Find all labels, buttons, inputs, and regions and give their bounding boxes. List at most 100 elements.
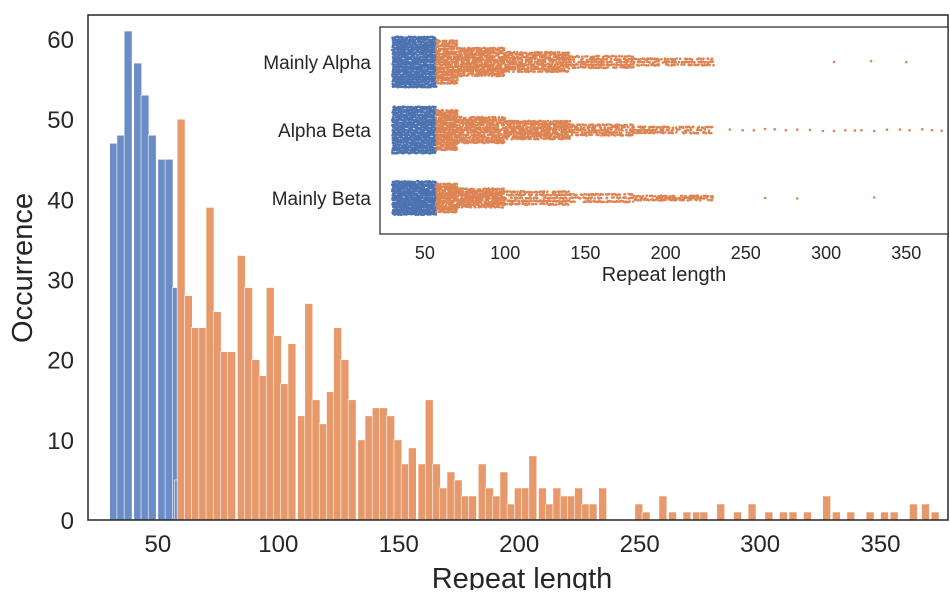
swarm-point xyxy=(565,61,568,64)
histogram-bar xyxy=(304,303,314,521)
swarm-point xyxy=(653,125,656,129)
swarm-point xyxy=(392,67,395,71)
swarm-point xyxy=(437,79,440,82)
swarm-point xyxy=(395,146,399,150)
swarm-point xyxy=(455,116,459,119)
histogram-bar xyxy=(581,503,591,521)
histogram-bar xyxy=(364,415,374,521)
swarm-point xyxy=(595,66,599,70)
swarm-point xyxy=(419,58,422,62)
swarm-point xyxy=(640,128,643,132)
swarm-point xyxy=(483,67,486,71)
swarm-point xyxy=(420,52,423,56)
histogram-bar xyxy=(140,94,150,521)
swarm-point xyxy=(613,134,616,137)
swarm-point xyxy=(404,51,408,54)
swarm-point xyxy=(680,63,683,66)
swarm-point xyxy=(540,122,544,126)
swarm-point xyxy=(478,140,481,144)
swarm-point xyxy=(411,43,415,46)
swarm-point xyxy=(393,48,396,52)
histogram-bar xyxy=(453,479,463,521)
swarm-point xyxy=(533,70,536,73)
swarm-point xyxy=(410,38,413,42)
swarm-point xyxy=(399,121,402,125)
swarm-point xyxy=(400,70,403,73)
swarm-point xyxy=(533,58,537,61)
swarm-point xyxy=(695,63,699,67)
swarm-point xyxy=(461,126,464,129)
swarm-point xyxy=(505,137,509,141)
swarm-point xyxy=(440,68,443,71)
histogram-bar xyxy=(499,471,509,521)
swarm-point xyxy=(527,122,531,125)
swarm-point xyxy=(620,124,623,127)
swarm-point xyxy=(524,67,527,71)
swarm-point xyxy=(457,64,460,68)
histogram-bar xyxy=(468,495,477,521)
swarm-point xyxy=(687,60,691,64)
swarm-point xyxy=(581,55,584,58)
swarm-point xyxy=(568,119,572,123)
swarm-point xyxy=(459,51,463,55)
histogram-bar xyxy=(477,463,487,521)
swarm-point xyxy=(452,125,456,129)
swarm-point xyxy=(415,56,419,59)
main-y-axis-label: Occurrence xyxy=(7,193,39,343)
swarm-point xyxy=(578,123,582,126)
swarm-point xyxy=(584,128,587,132)
histogram-bar xyxy=(439,487,448,521)
histogram-bar xyxy=(699,511,709,521)
swarm-point xyxy=(898,128,902,131)
swarm-point xyxy=(461,124,465,127)
swarm-point xyxy=(440,52,443,56)
swarm-point xyxy=(697,57,701,60)
swarm-point xyxy=(638,58,642,61)
swarm-point xyxy=(402,75,405,79)
swarm-point xyxy=(411,180,414,184)
swarm-point xyxy=(409,52,412,56)
swarm-point xyxy=(509,65,512,69)
swarm-point xyxy=(439,82,443,85)
swarm-point xyxy=(523,134,526,138)
swarm-point xyxy=(671,131,674,135)
swarm-point xyxy=(494,118,498,122)
swarm-point xyxy=(623,60,626,64)
swarm-point xyxy=(530,65,533,69)
main-y-tick-label: 50 xyxy=(47,107,74,134)
swarm-point xyxy=(397,75,400,79)
swarm-point xyxy=(602,63,606,67)
swarm-point xyxy=(469,141,473,144)
swarm-point xyxy=(643,125,647,128)
swarm-point xyxy=(473,136,476,139)
swarm-point xyxy=(595,129,599,132)
swarm-point xyxy=(480,47,483,50)
histogram-bar xyxy=(379,407,388,521)
swarm-point xyxy=(412,48,415,52)
swarm-point xyxy=(579,60,583,64)
swarm-point xyxy=(690,58,694,61)
swarm-point xyxy=(418,138,421,141)
swarm-point xyxy=(520,70,524,74)
histogram-bar xyxy=(832,511,841,521)
swarm-point xyxy=(522,64,526,68)
swarm-point xyxy=(405,141,409,144)
swarm-point xyxy=(422,75,426,79)
swarm-point xyxy=(475,51,478,54)
swarm-point xyxy=(500,128,503,131)
swarm-point xyxy=(702,57,705,60)
main-x-axis-label: Repeat length xyxy=(432,563,613,590)
swarm-point xyxy=(541,58,545,62)
swarm-point xyxy=(598,123,602,127)
swarm-point xyxy=(537,137,540,141)
swarm-point xyxy=(465,120,468,124)
swarm-point xyxy=(666,57,670,61)
swarm-point xyxy=(487,140,491,144)
swarm-point xyxy=(860,128,863,132)
histogram-bar xyxy=(417,463,427,521)
swarm-point xyxy=(515,53,518,56)
histogram-bar xyxy=(921,503,930,521)
swarm-point xyxy=(576,131,579,134)
swarm-point xyxy=(508,62,512,66)
swarm-point xyxy=(576,134,580,137)
